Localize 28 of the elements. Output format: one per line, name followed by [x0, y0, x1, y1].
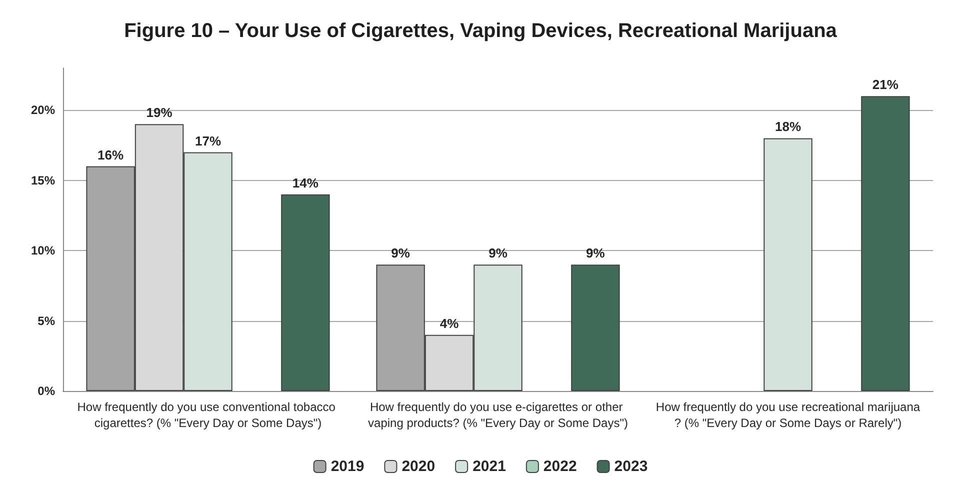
data-label: 21% [872, 77, 899, 92]
chart-title: Figure 10 – Your Use of Cigarettes, Vaping Devices, Recreational Marijuana [124, 20, 838, 42]
x-tick-label: How frequently do you use conventional tobacco cigarettes? (% "Every Day or Some Days") [77, 400, 339, 430]
bar [861, 96, 910, 391]
y-tick-label: 10% [30, 244, 56, 258]
bar [281, 194, 330, 391]
y-tick-label: 20% [30, 103, 56, 118]
legend-label: 2022 [543, 458, 577, 475]
legend-label: 2020 [402, 458, 436, 475]
data-label: 9% [391, 246, 410, 261]
data-label: 19% [146, 105, 173, 120]
data-label: 4% [440, 316, 460, 331]
y-tick-label: 15% [30, 173, 56, 188]
data-label: 16% [98, 147, 124, 162]
y-tick-label: 0% [38, 384, 56, 398]
y-tick-label: 5% [38, 314, 56, 328]
bar [571, 264, 620, 391]
x-tick-label: How frequently do you use e-cigarettes or other vaping products? (% "Every Day or Some Days") [368, 400, 628, 430]
data-label: 9% [586, 246, 606, 261]
legend-label: 2023 [614, 458, 648, 475]
data-label: 14% [292, 175, 319, 190]
bar [764, 138, 812, 391]
x-tick-label: How frequently do you use recreational marijuana? (% "Every Day or Some Days or Rarely") [656, 400, 920, 430]
legend-label: 2021 [472, 458, 506, 475]
legend-label: 2019 [330, 458, 364, 475]
data-label: 17% [194, 133, 222, 148]
data-label: 9% [488, 246, 508, 261]
data-label: 18% [774, 119, 802, 134]
